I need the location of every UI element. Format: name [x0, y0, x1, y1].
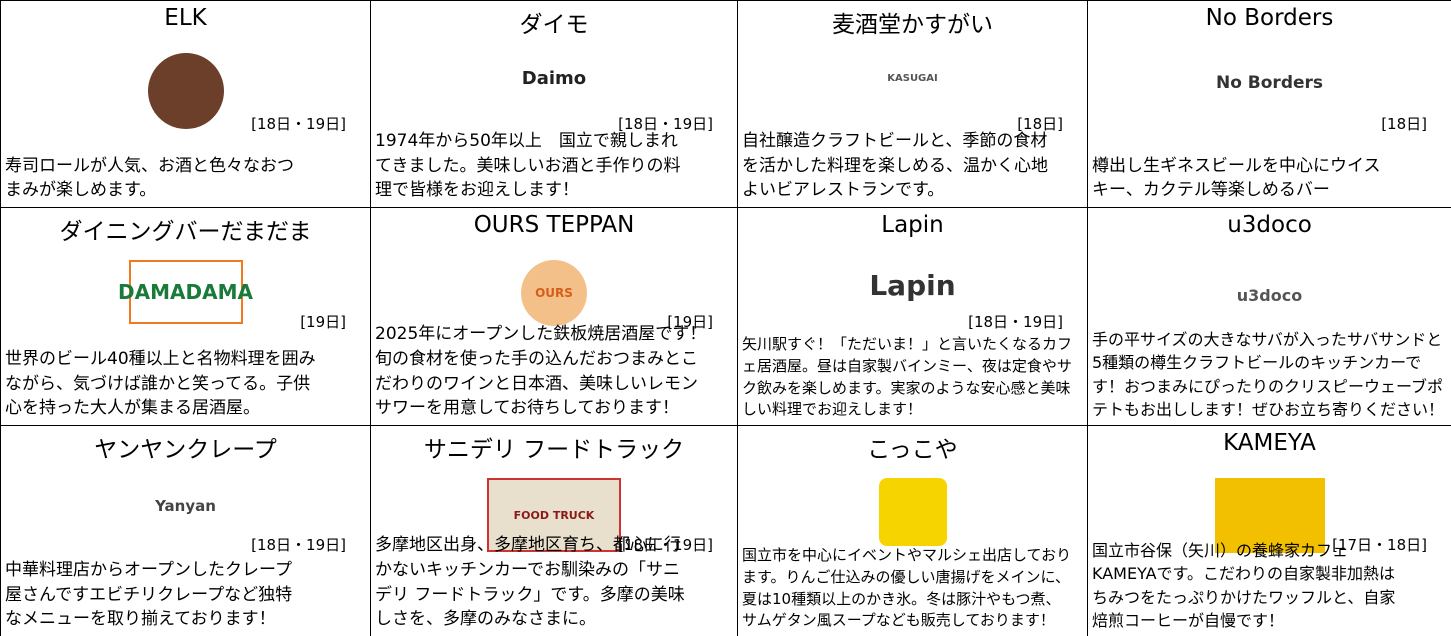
shop-name: KAMEYA: [1223, 430, 1316, 456]
description-line: まみが楽しめます。: [5, 180, 157, 201]
description-line: デリ フードトラック」です。多摩の美味: [375, 584, 685, 605]
shop-description: 2025年にオープンした鉄板焼居酒屋です！ 旬の食材を使った手の込んだおつまみとこ…: [375, 322, 735, 421]
description-line: しさを、多摩のみなさまに。: [375, 609, 596, 630]
description-line: 国立市を中心にイベントやマルシェ出店しており: [742, 546, 1072, 564]
shop-name: サニデリ フードトラック: [423, 437, 685, 463]
shop-cell: ダイモ Daimo [18日・19日] 1974年から50年以上 国立で親しまれ てきま…: [370, 0, 738, 208]
shop-cell: ELK [18日・19日] 寿司ロールが人気、お酒と色々なおつ まみが楽しめます。: [0, 0, 371, 208]
shop-description: 1974年から50年以上 国立で親しまれ てきました。美味しいお酒と手作りの料 理で…: [375, 129, 735, 203]
shop-logo: KASUGAI: [857, 53, 968, 103]
shop-date: [18日]: [1017, 115, 1063, 133]
shop-name: 麦酒堂かすがい: [832, 12, 993, 38]
description-line: 矢川駅すぐ！「ただいま！」と言いたくなるカフ: [742, 335, 1073, 353]
shop-cell: u3doco u3doco 手の平サイズの大きなサバが入ったサバサンドと 5種類の樽生…: [1087, 207, 1451, 426]
description-line: ェ居酒屋。昼は自家製バインミー、夜は定食やサ: [742, 356, 1072, 375]
description-line: サワーを用意してお待ちしております！: [375, 398, 679, 419]
shop-description: 矢川駅すぐ！「ただいま！」と言いたくなるカフ ェ居酒屋。昼は自家製バインミー、夜は…: [742, 334, 1085, 421]
shop-cell: サニデリ フードトラック FOOD TRUCK [18日・19日] 多摩地区出身、多摩…: [370, 425, 738, 636]
shop-logo: [878, 478, 947, 546]
shop-cell: こっこや国立市を中心にイベントやマルシェ出店しており ます。りんご仕込みの優しい唐…: [737, 425, 1088, 636]
shop-name: ダイモ: [519, 12, 589, 38]
shop-description: 手の平サイズの大きなサバが入ったサバサンドと 5種類の樽生クラフトビールのキッチン…: [1092, 328, 1449, 421]
shop-name: ヤンヤンクレープ: [94, 437, 277, 463]
shop-date: [18日・19日]: [618, 115, 713, 133]
description-line: よいビアレストランです。: [742, 180, 945, 201]
description-line: なメニューを取り揃えております！: [5, 609, 276, 630]
shop-cell: ダイニングバーだまだま DAMADAMA [19日] 世界のビール40種以上と名物料理…: [0, 207, 371, 426]
shop-description: 世界のビール40種以上と名物料理を囲み ながら、気づけば誰かと笑ってる。子供 心を持…: [5, 347, 368, 421]
shop-description: 寿司ロールが人気、お酒と色々なおつ まみが楽しめます。: [5, 154, 368, 203]
description-line: 自社醸造クラフトビールと、季節の食材: [742, 131, 1048, 152]
description-line: キー、カクテル等楽しめるバー: [1092, 180, 1330, 201]
shop-logo: u3doco: [1229, 260, 1310, 330]
shop-logo: No Borders: [1214, 53, 1325, 113]
shop-logo: Lapin: [857, 260, 968, 310]
description-line: 5種類の樽生クラフトビールのキッチンカーで: [1092, 353, 1422, 373]
shop-logo: FOOD TRUCK: [487, 478, 621, 552]
shop-description: 多摩地区出身、多摩地区育ち、都心に行 かないキッチンカーでお馴染みの「サニ デリ フ…: [375, 533, 735, 632]
shop-cell: 麦酒堂かすがい KASUGAI [18日] 自社醸造クラフトビールと、季節の食材 を活か…: [737, 0, 1088, 208]
description-line: す！おつまみにぴったりのクリスピーウェーブポ: [1092, 376, 1444, 396]
shop-name: ダイニングバーだまだま: [59, 219, 312, 245]
shop-logo: DAMADAMA: [118, 260, 253, 324]
shop-logo: [1214, 478, 1325, 553]
description-line: 国立市谷保（矢川）の養蜂家カフェ: [1092, 541, 1349, 561]
description-line: ながら、気づけば誰かと笑ってる。子供: [5, 373, 311, 394]
description-line: だわりのワインと日本酒、美味しいレモン: [375, 373, 698, 394]
shop-date: [18日]: [1381, 115, 1427, 133]
description-line: 多摩地区出身、多摩地区育ち、都心に行: [375, 535, 681, 556]
shop-logo: OURS: [521, 260, 587, 326]
shop-description: 国立市を中心にイベントやマルシェ出店しており ます。りんご仕込みの優しい唐揚げをメ…: [742, 545, 1085, 632]
shop-name: Lapin: [881, 212, 944, 238]
shop-cell: OURS TEPPAN OURS [19日] 2025年にオープンした鉄板焼居酒屋です…: [370, 207, 738, 426]
shop-name: No Borders: [1205, 5, 1334, 31]
description-line: サムゲタン風スープなども販売しております！: [742, 611, 1055, 630]
shop-logo: Daimo: [509, 53, 599, 103]
description-line: てきました。美味しいお酒と手作りの料: [375, 155, 681, 176]
shop-name: u3doco: [1227, 212, 1312, 238]
description-line: 夏は10種類以上のかき氷。冬は豚汁やもつ煮、: [742, 589, 1061, 608]
description-line: 理で皆様をお迎えします！: [375, 180, 579, 201]
description-line: 手の平サイズの大きなサバが入ったサバサンドと: [1092, 330, 1443, 350]
shop-cell: KAMEYA [17日・18日] 国立市谷保（矢川）の養蜂家カフェ KAMEYAです。…: [1087, 425, 1451, 636]
description-line: を活かした料理を楽しめる、温かく心地: [742, 155, 1048, 176]
description-line: ク飲みを楽しめます。実家のような安心感と美味: [742, 378, 1071, 397]
shop-cell: ヤンヤンクレープ Yanyan [18日・19日] 中華料理店からオープンしたクレープ…: [0, 425, 371, 636]
shop-description: 自社醸造クラフトビールと、季節の食材 を活かした料理を楽しめる、温かく心地 よいビア…: [742, 129, 1085, 203]
description-line: 屋さんですエビチリクレープなど独特: [5, 584, 293, 605]
shop-date: [18日・19日]: [251, 115, 346, 133]
shop-logo: [147, 53, 224, 129]
description-line: 樽出し生ギネスビールを中心にウイス: [1092, 155, 1381, 176]
description-line: ちみつをたっぷりかけたワッフルと、自家: [1092, 587, 1396, 607]
shop-name: OURS TEPPAN: [473, 212, 635, 238]
shop-logo: Yanyan: [145, 478, 226, 533]
shop-date: [18日・19日]: [968, 313, 1063, 331]
description-line: 焙煎コーヒーが自慢です！: [1092, 610, 1285, 630]
shop-cell: Lapin Lapin [18日・19日] 矢川駅すぐ！「ただいま！」と言いたくなるカ…: [737, 207, 1088, 426]
shop-description: 国立市谷保（矢川）の養蜂家カフェ KAMEYAです。こだわりの自家製非加熱は ちみつ…: [1092, 539, 1449, 632]
shop-date: [17日・18日]: [1332, 536, 1427, 554]
description-line: 中華料理店からオープンしたクレープ: [5, 560, 292, 581]
description-line: 寿司ロールが人気、お酒と色々なおつ: [5, 155, 294, 176]
shop-date: [19日]: [667, 313, 713, 331]
shop-date: [19日]: [300, 313, 346, 331]
shop-description: 樽出し生ギネスビールを中心にウイス キー、カクテル等楽しめるバー: [1092, 154, 1449, 203]
description-line: KAMEYAです。こだわりの自家製非加熱は: [1092, 564, 1395, 584]
description-line: 心を持った大人が集まる居酒屋。: [5, 398, 260, 419]
description-line: 2025年にオープンした鉄板焼居酒屋です！: [375, 324, 707, 345]
description-line: しい料理でお迎えします！: [742, 400, 923, 419]
shop-description: 中華料理店からオープンしたクレープ 屋さんですエビチリクレープなど独特 なメニューを…: [5, 558, 368, 632]
description-line: 旬の食材を使った手の込んだおつまみとこ: [375, 349, 698, 370]
shop-date: [18日・19日]: [251, 536, 346, 554]
shop-date: [18日・19日]: [618, 536, 713, 554]
description-line: ます。りんご仕込みの優しい唐揚げをメインに、: [742, 567, 1071, 586]
shop-name: こっこや: [867, 437, 958, 463]
description-line: かないキッチンカーでお馴染みの「サニ: [375, 560, 680, 581]
description-line: 世界のビール40種以上と名物料理を囲み: [5, 349, 316, 370]
description-line: テトもお出しします！ぜひお立ち寄りください！: [1092, 399, 1445, 419]
description-line: 1974年から50年以上 国立で親しまれ: [375, 131, 678, 152]
shop-name: ELK: [164, 5, 207, 31]
shop-cell: No Borders No Borders [18日] 樽出し生ギネスビールを中心にウ…: [1087, 0, 1451, 208]
